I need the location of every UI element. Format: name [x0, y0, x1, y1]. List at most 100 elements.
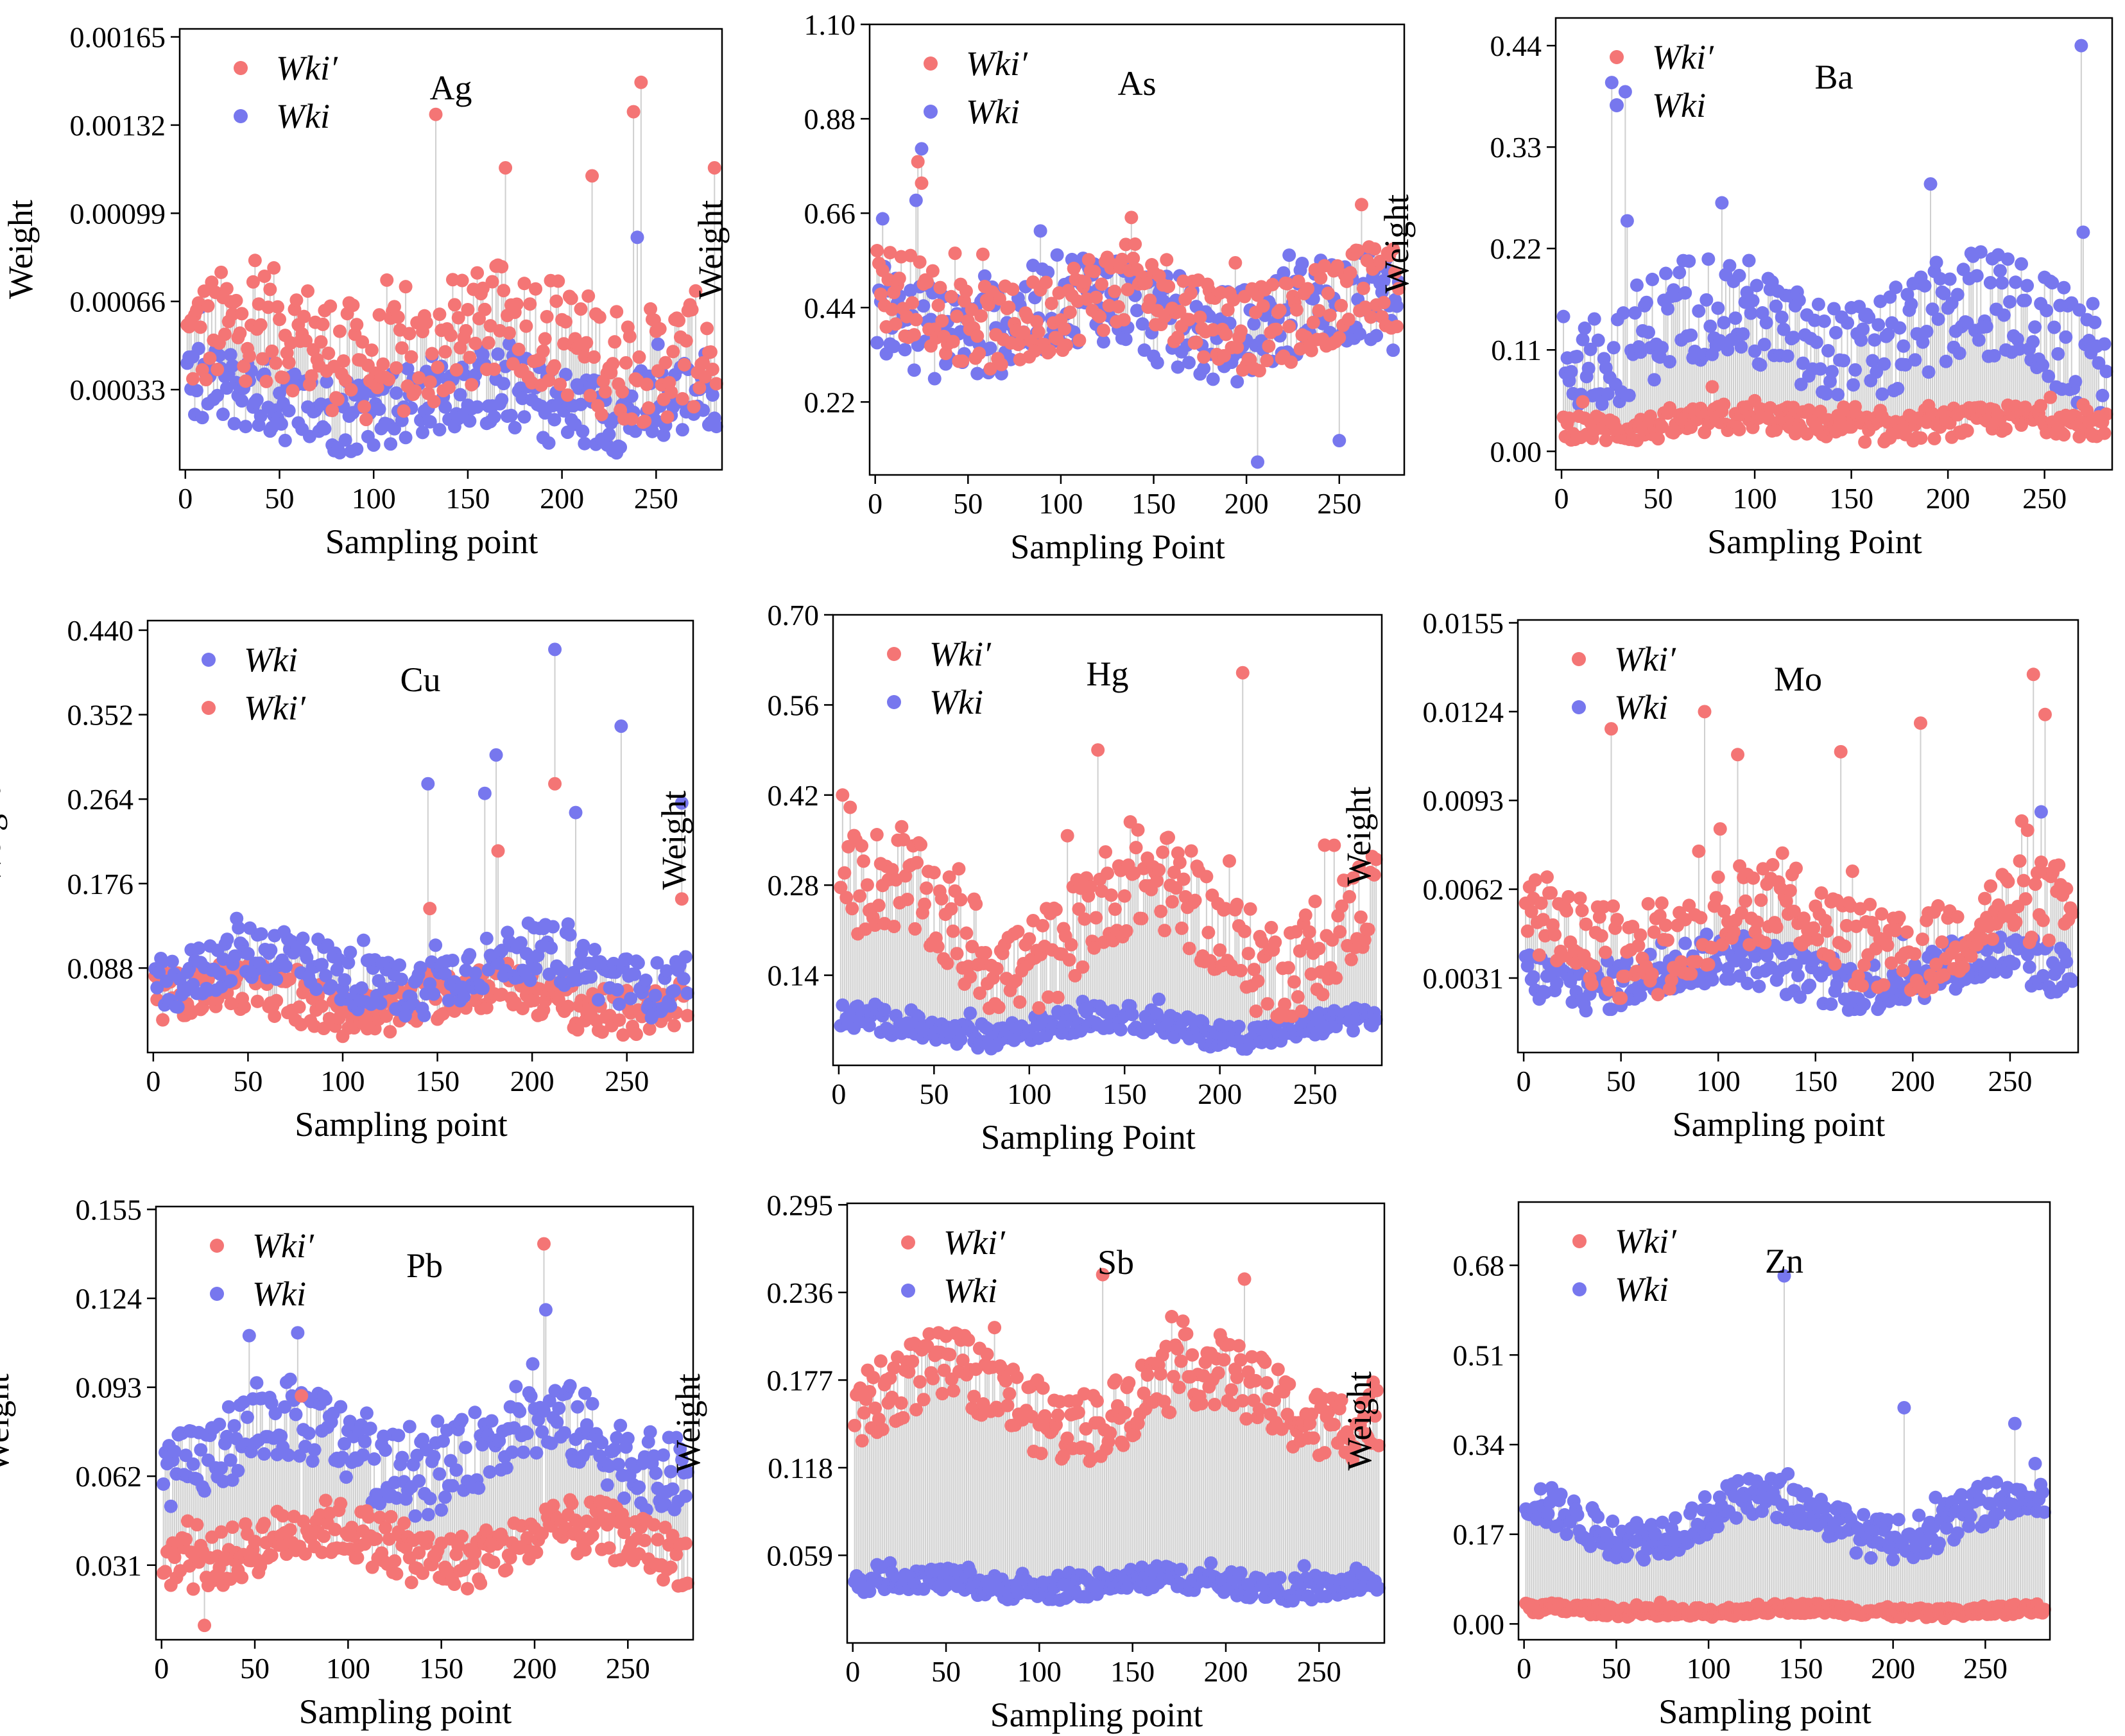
- data-point: [553, 377, 567, 391]
- data-point: [423, 415, 437, 429]
- data-point: [246, 275, 260, 289]
- data-point: [574, 397, 588, 411]
- data-point: [357, 400, 372, 414]
- data-point: [350, 318, 364, 332]
- data-point: [583, 388, 598, 402]
- data-point: [274, 417, 288, 431]
- data-point: [233, 326, 247, 340]
- data-point: [558, 368, 572, 382]
- data-point: [199, 373, 213, 387]
- data-point: [254, 318, 268, 332]
- data-point: [495, 260, 509, 274]
- y-axis-title: Weight: [1, 200, 40, 299]
- data-point: [679, 334, 693, 348]
- data-point: [916, 299, 931, 313]
- data-point: [510, 297, 524, 311]
- data-point: [225, 359, 239, 373]
- data-point: [495, 393, 509, 407]
- data-point: [705, 388, 719, 402]
- series-wki-prime: [180, 75, 723, 429]
- data-point: [423, 375, 437, 389]
- data-point: [540, 309, 554, 323]
- data-point: [497, 284, 511, 298]
- data-point: [320, 375, 334, 389]
- data-point: [314, 335, 328, 349]
- data-point: [243, 349, 257, 363]
- data-point: [551, 274, 565, 288]
- data-point: [304, 369, 318, 383]
- data-point: [214, 265, 228, 279]
- data-point: [677, 357, 691, 372]
- data-point: [433, 307, 447, 322]
- data-point: [276, 371, 290, 385]
- data-point: [898, 343, 912, 357]
- data-point: [469, 336, 483, 350]
- data-point: [346, 298, 360, 313]
- data-point: [666, 345, 680, 359]
- data-point: [915, 142, 929, 156]
- data-point: [366, 438, 381, 452]
- data-point: [453, 388, 467, 402]
- data-point: [536, 344, 550, 358]
- data-point: [425, 347, 439, 361]
- y-tick-label: 0.00132: [70, 109, 166, 142]
- data-point: [389, 361, 403, 375]
- legend-label: Wki′: [276, 49, 338, 87]
- data-point: [331, 392, 345, 406]
- x-tick-label: 200: [540, 482, 584, 515]
- data-point: [431, 360, 445, 374]
- data-point: [476, 348, 490, 362]
- data-point: [223, 348, 237, 362]
- data-point: [356, 335, 370, 349]
- data-point: [481, 336, 495, 350]
- data-point: [297, 309, 311, 323]
- data-point: [602, 427, 616, 442]
- data-point: [675, 423, 689, 437]
- data-point: [219, 282, 234, 296]
- data-point: [634, 75, 648, 89]
- data-point: [549, 294, 564, 308]
- data-point: [365, 343, 379, 357]
- data-point: [703, 345, 718, 359]
- data-point: [598, 384, 612, 399]
- data-point: [201, 299, 215, 313]
- data-point: [239, 374, 253, 388]
- data-point: [399, 431, 413, 445]
- data-point: [263, 282, 277, 296]
- data-point: [632, 350, 646, 364]
- data-point: [1041, 265, 1055, 279]
- data-point: [387, 300, 401, 314]
- data-point: [709, 377, 723, 391]
- data-point: [382, 372, 396, 386]
- data-point: [675, 391, 689, 406]
- data-point: [502, 326, 516, 340]
- data-point: [216, 408, 230, 422]
- data-point: [203, 351, 217, 365]
- data-point: [402, 327, 417, 341]
- data-point: [693, 381, 707, 395]
- data-point: [644, 302, 658, 316]
- data-point: [332, 324, 347, 338]
- data-point: [580, 336, 594, 350]
- data-point: [470, 266, 485, 280]
- data-point: [700, 322, 714, 336]
- data-point: [395, 341, 409, 355]
- data-point: [660, 410, 675, 424]
- data-point: [412, 371, 426, 385]
- data-point: [408, 384, 422, 398]
- data-point: [909, 193, 923, 207]
- data-point: [318, 422, 332, 436]
- data-point: [485, 275, 499, 289]
- data-point: [630, 230, 644, 245]
- data-point: [517, 277, 531, 291]
- data-point: [640, 377, 654, 391]
- data-point: [389, 386, 403, 400]
- x-tick-label: 250: [634, 482, 678, 515]
- data-point: [529, 282, 543, 296]
- data-point: [1096, 335, 1110, 349]
- data-point: [261, 300, 275, 314]
- data-point: [289, 293, 304, 307]
